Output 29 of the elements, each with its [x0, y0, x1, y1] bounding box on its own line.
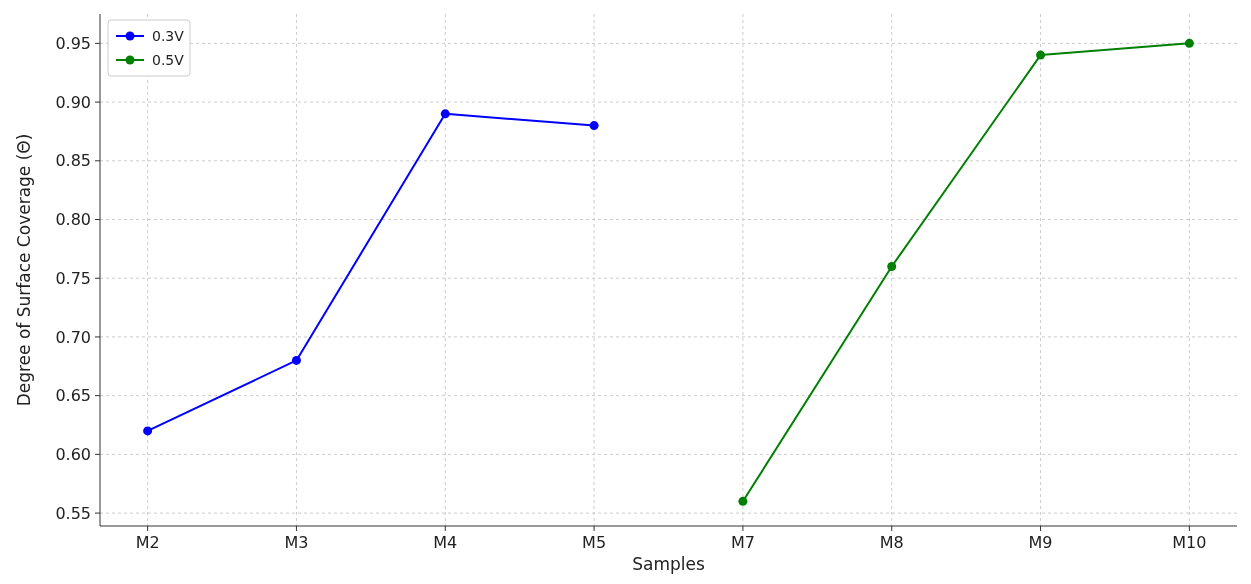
y-tick-label: 0.90 [55, 92, 91, 112]
y-tick-label: 0.55 [55, 503, 91, 523]
point [1036, 50, 1046, 60]
x-tick-label: M4 [433, 533, 458, 552]
x-tick-label: M9 [1028, 533, 1053, 552]
y-tick-label: 0.95 [55, 33, 91, 53]
point [887, 261, 897, 271]
point [143, 426, 153, 436]
x-tick-label: M2 [135, 533, 160, 552]
x-tick-label: M8 [879, 533, 904, 552]
legend-label: 0.5V [152, 51, 185, 68]
y-tick-label: 0.60 [55, 444, 91, 464]
y-axis-title: Degree of Surface Coverage (Θ) [14, 133, 34, 407]
y-tick-label: 0.65 [55, 386, 91, 406]
y-tick-label: 0.70 [55, 327, 91, 347]
x-axis-title: Samples [632, 554, 705, 574]
x-tick-label: M3 [284, 533, 309, 552]
point [738, 496, 748, 506]
legend-label: 0.3V [152, 27, 185, 44]
x-tick-label: M5 [582, 533, 607, 552]
point [440, 109, 450, 119]
x-tick-label: M10 [1172, 533, 1207, 552]
y-tick-label: 0.85 [55, 151, 91, 171]
y-tick-label: 0.75 [55, 268, 91, 288]
point [589, 121, 599, 131]
x-tick-label: M7 [730, 533, 755, 552]
point [1184, 38, 1194, 48]
point [291, 355, 301, 365]
y-tick-label: 0.80 [55, 210, 91, 230]
